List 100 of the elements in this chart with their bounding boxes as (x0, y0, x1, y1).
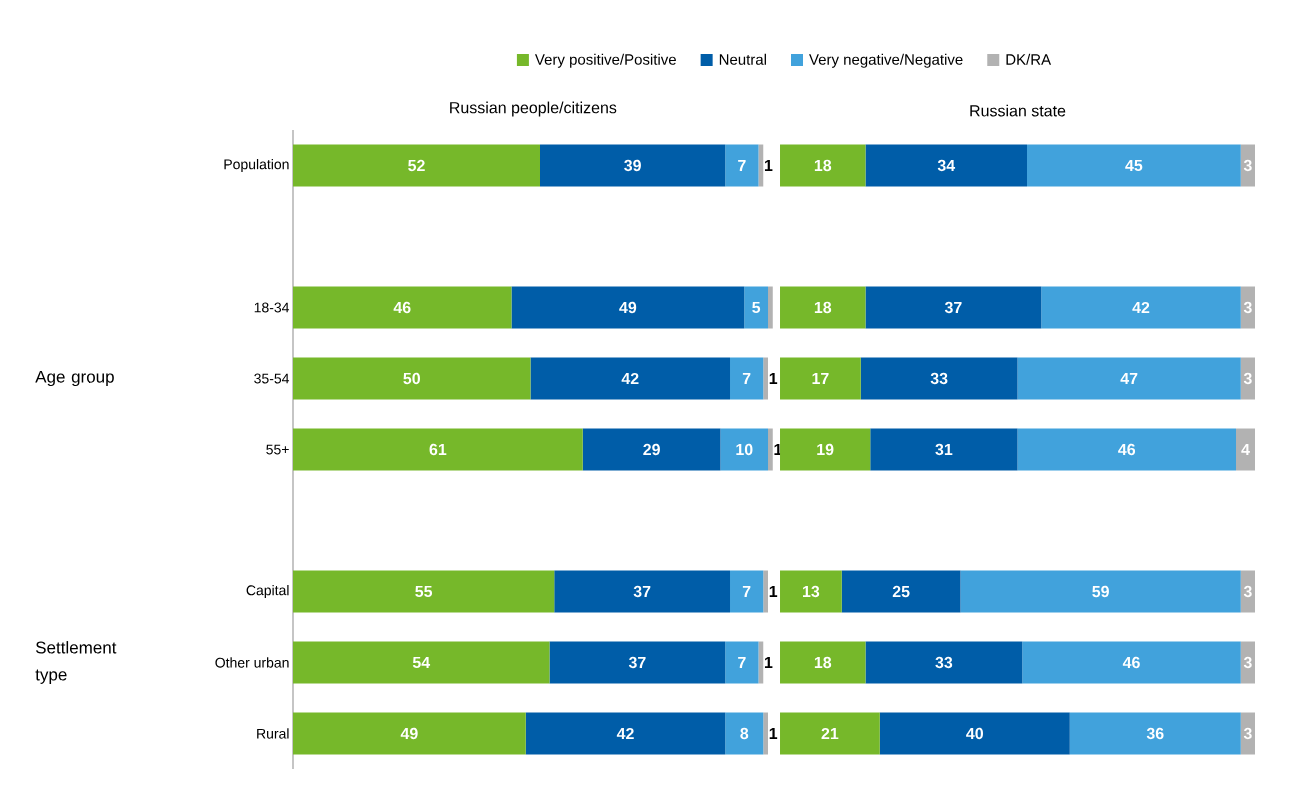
data-label: 5 (752, 301, 761, 314)
chart-title: Russian people/citizens (450, 101, 617, 117)
bar (554, 570, 731, 613)
data-label: 37 (944, 301, 962, 314)
data-label: 49 (400, 727, 418, 740)
bar (293, 357, 531, 400)
data-label: 29 (643, 443, 660, 456)
data-label: 61 (429, 443, 447, 456)
data-label: 3 (1243, 159, 1252, 172)
y-tick-label: Capital (246, 584, 289, 599)
data-label: 21 (821, 727, 839, 740)
bar (730, 570, 764, 613)
data-label: 18 (814, 656, 832, 669)
y-tick-label: 18-34 (254, 302, 290, 313)
bar (860, 357, 1018, 400)
bar (293, 428, 583, 471)
data-label: 7 (742, 372, 751, 384)
data-label: 1 (769, 372, 778, 384)
data-label: 42 (616, 727, 634, 740)
data-label: 1 (764, 159, 773, 171)
data-label: 52 (408, 159, 425, 172)
legend-label: Neutral (719, 53, 766, 65)
data-label: 1 (769, 585, 778, 597)
bar (582, 428, 721, 471)
bar (725, 712, 764, 755)
bar (725, 641, 759, 684)
data-label: 45 (1125, 159, 1143, 172)
data-label: 31 (935, 443, 953, 456)
bar (1240, 286, 1256, 329)
data-label: 3 (1243, 301, 1252, 314)
data-label: 47 (1120, 372, 1138, 384)
bar (293, 286, 512, 329)
data-label: 10 (736, 443, 753, 456)
data-label: 1 (764, 656, 773, 668)
data-label: 3 (1243, 372, 1252, 385)
data-label: 1 (769, 727, 778, 739)
data-label: 37 (628, 656, 646, 669)
bar (1240, 357, 1256, 400)
bar (1240, 641, 1256, 684)
bar (870, 428, 1018, 471)
bar (763, 570, 769, 613)
data-label: 25 (892, 585, 910, 598)
data-label: 46 (1118, 443, 1136, 456)
bar (1069, 712, 1241, 755)
bar (1236, 428, 1256, 471)
data-label: 39 (624, 159, 641, 172)
bar (1240, 712, 1256, 755)
legend-label: Very positive/Positive (534, 53, 676, 68)
y-tick-label: 35-54 (254, 373, 290, 384)
data-label: 40 (966, 727, 983, 740)
data-label: 18 (814, 301, 832, 314)
legend-label: DK/RA (1006, 53, 1052, 65)
data-label: 3 (1243, 585, 1252, 598)
bar (879, 712, 1070, 755)
data-label: 33 (935, 656, 953, 669)
bar (530, 357, 731, 400)
data-label: 7 (738, 656, 746, 668)
data-label: 36 (1146, 727, 1164, 740)
data-label: 54 (412, 656, 431, 669)
y-tick-label: Population (224, 158, 289, 173)
bar (744, 286, 769, 329)
data-label: 37 (633, 585, 651, 598)
data-label: 3 (1243, 727, 1252, 740)
bar (780, 641, 866, 684)
bar (293, 144, 541, 187)
bar (780, 144, 866, 187)
bar (780, 712, 880, 755)
bar (293, 641, 550, 684)
bar (720, 428, 769, 471)
data-label: 7 (738, 159, 746, 171)
data-label: 46 (393, 301, 411, 314)
data-label: 33 (930, 372, 948, 385)
bar (865, 641, 1023, 684)
bar (780, 428, 871, 471)
data-label: 13 (802, 585, 820, 598)
data-label: 3 (1243, 656, 1252, 669)
y-tick-label: Other urban (215, 657, 289, 668)
data-label: 17 (812, 372, 829, 384)
bar (725, 144, 759, 187)
bar (865, 144, 1028, 187)
bar (768, 286, 773, 329)
data-label: 59 (1092, 585, 1109, 598)
bar (293, 712, 526, 755)
data-label: 46 (1122, 656, 1140, 669)
bar (1027, 144, 1241, 187)
bar (511, 286, 745, 329)
bar (1041, 286, 1241, 329)
legend-label: Very negative/Negative (809, 53, 963, 68)
data-label: 34 (937, 159, 956, 172)
data-label: 18 (814, 159, 832, 172)
y-tick-label: Rural (257, 728, 289, 739)
text: Settlement type (35, 641, 117, 684)
text: Age group (35, 370, 114, 387)
data-label: 50 (403, 372, 420, 385)
bar (525, 712, 726, 755)
chart-title: Russian state (970, 104, 1066, 117)
bar (780, 357, 861, 400)
bar (549, 641, 726, 684)
data-label: 55 (415, 585, 433, 598)
bar (960, 570, 1241, 613)
